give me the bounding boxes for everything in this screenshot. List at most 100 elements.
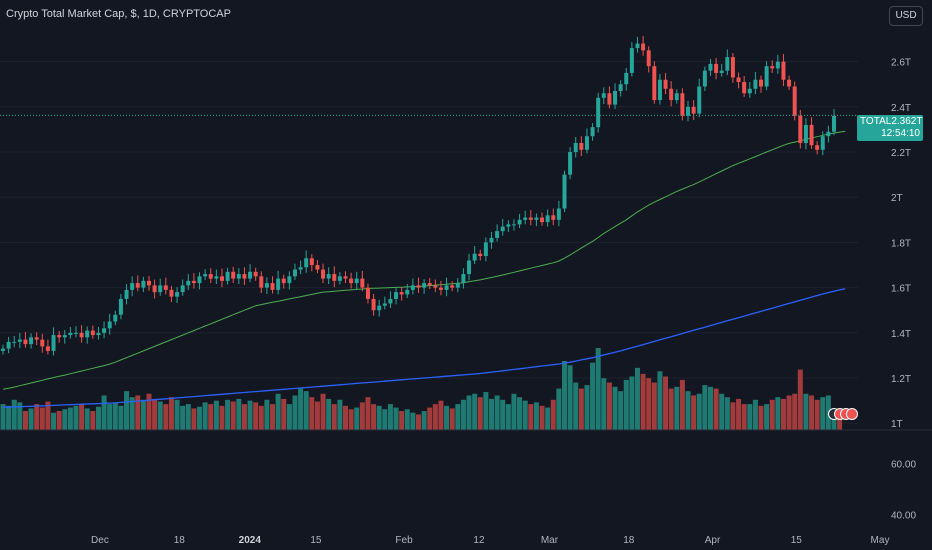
- volume-bar: [567, 365, 573, 430]
- price-tick-label: 2T: [891, 193, 903, 204]
- candle-body: [135, 283, 140, 288]
- volume-bar: [590, 362, 596, 430]
- volume-bar: [303, 391, 309, 430]
- candle-body: [321, 269, 326, 279]
- volume-bar: [359, 402, 365, 430]
- price-tick-label: 2.4T: [891, 103, 911, 114]
- volume-bar: [152, 398, 158, 430]
- candle-body: [264, 283, 269, 288]
- volume-bar: [584, 385, 590, 430]
- candle-body: [534, 217, 539, 220]
- currency-button[interactable]: USD: [889, 6, 923, 26]
- candle-body: [759, 79, 764, 87]
- volume-bar: [494, 395, 500, 430]
- candle-body: [343, 276, 348, 279]
- volume-bar: [797, 369, 803, 430]
- candle-body: [248, 271, 253, 279]
- volume-bar: [780, 398, 786, 430]
- candle-body: [270, 283, 275, 290]
- candle-body: [444, 285, 449, 290]
- volume-bar: [163, 404, 169, 430]
- time-tick-label: 15: [791, 535, 803, 546]
- volume-bar: [477, 397, 483, 430]
- volume-bar: [421, 411, 427, 430]
- candle-body: [304, 258, 309, 268]
- time-tick-label: 18: [623, 535, 635, 546]
- volume-bar: [219, 405, 225, 430]
- candle-body: [517, 219, 522, 225]
- volume-bar: [707, 386, 713, 430]
- candle-body: [1, 348, 5, 351]
- candle-body: [820, 136, 825, 150]
- candle-body: [472, 253, 477, 261]
- volume-bar: [606, 382, 612, 430]
- volume-bar: [365, 397, 371, 430]
- volume-bar: [180, 405, 186, 430]
- candle-body: [422, 283, 427, 288]
- volume-bar: [685, 391, 691, 430]
- candle-body: [652, 66, 657, 101]
- candle-body: [73, 332, 78, 334]
- candle-body: [450, 285, 455, 288]
- candle-body: [427, 283, 432, 286]
- candle-body: [545, 215, 550, 223]
- volume-bar: [556, 388, 562, 430]
- volume-bar: [107, 404, 113, 430]
- candle-body: [124, 289, 129, 299]
- volume-bar: [51, 412, 57, 430]
- candle-body: [382, 303, 387, 306]
- candle-body: [556, 208, 561, 220]
- volume-bar: [668, 388, 674, 430]
- volume-bar: [22, 411, 28, 430]
- candle-body: [489, 237, 494, 243]
- candle-body: [360, 278, 365, 288]
- candle-body: [478, 253, 483, 256]
- volume-bar: [741, 404, 747, 430]
- volume-bar: [679, 379, 685, 430]
- volume-bar: [34, 404, 40, 430]
- candle-body: [601, 93, 606, 98]
- candle-body: [686, 106, 691, 116]
- volume-bar: [270, 404, 276, 430]
- volume-bar: [174, 399, 180, 430]
- volume-bar: [573, 382, 579, 430]
- volume-bar: [343, 405, 349, 430]
- candle-body: [186, 280, 191, 286]
- volume-bar: [62, 409, 68, 430]
- candle-body: [730, 57, 735, 78]
- candle-body: [826, 131, 831, 137]
- volume-bar: [404, 409, 410, 430]
- candle-body: [118, 298, 123, 315]
- candle-body: [618, 84, 623, 92]
- candle-body: [467, 260, 472, 275]
- volume-bar: [348, 409, 354, 430]
- volume-bar: [539, 405, 545, 430]
- candle-body: [596, 97, 601, 128]
- candle-body: [635, 43, 640, 49]
- volume-bar: [730, 402, 736, 430]
- candle-body: [6, 341, 11, 349]
- volume-bar: [528, 404, 534, 430]
- candle-body: [315, 265, 320, 270]
- volume-bar: [320, 393, 326, 430]
- candle-body: [562, 174, 567, 209]
- candle-body: [669, 88, 674, 101]
- volume-bar: [444, 405, 450, 430]
- candle-body: [792, 86, 797, 116]
- candle-body: [45, 346, 50, 351]
- volume-bar: [6, 405, 12, 430]
- volume-bar: [354, 407, 360, 430]
- candle-body: [332, 274, 337, 281]
- candle-body: [259, 276, 264, 288]
- volume-bar: [517, 397, 523, 430]
- candle-body: [253, 271, 258, 277]
- volume-bar: [702, 385, 708, 430]
- candle-body: [276, 278, 281, 290]
- volume-bar: [84, 408, 90, 430]
- candle-body: [663, 79, 668, 89]
- candle-body: [832, 115, 836, 132]
- candle-body: [747, 88, 752, 94]
- candle-body: [236, 274, 241, 279]
- volume-bar: [623, 379, 629, 430]
